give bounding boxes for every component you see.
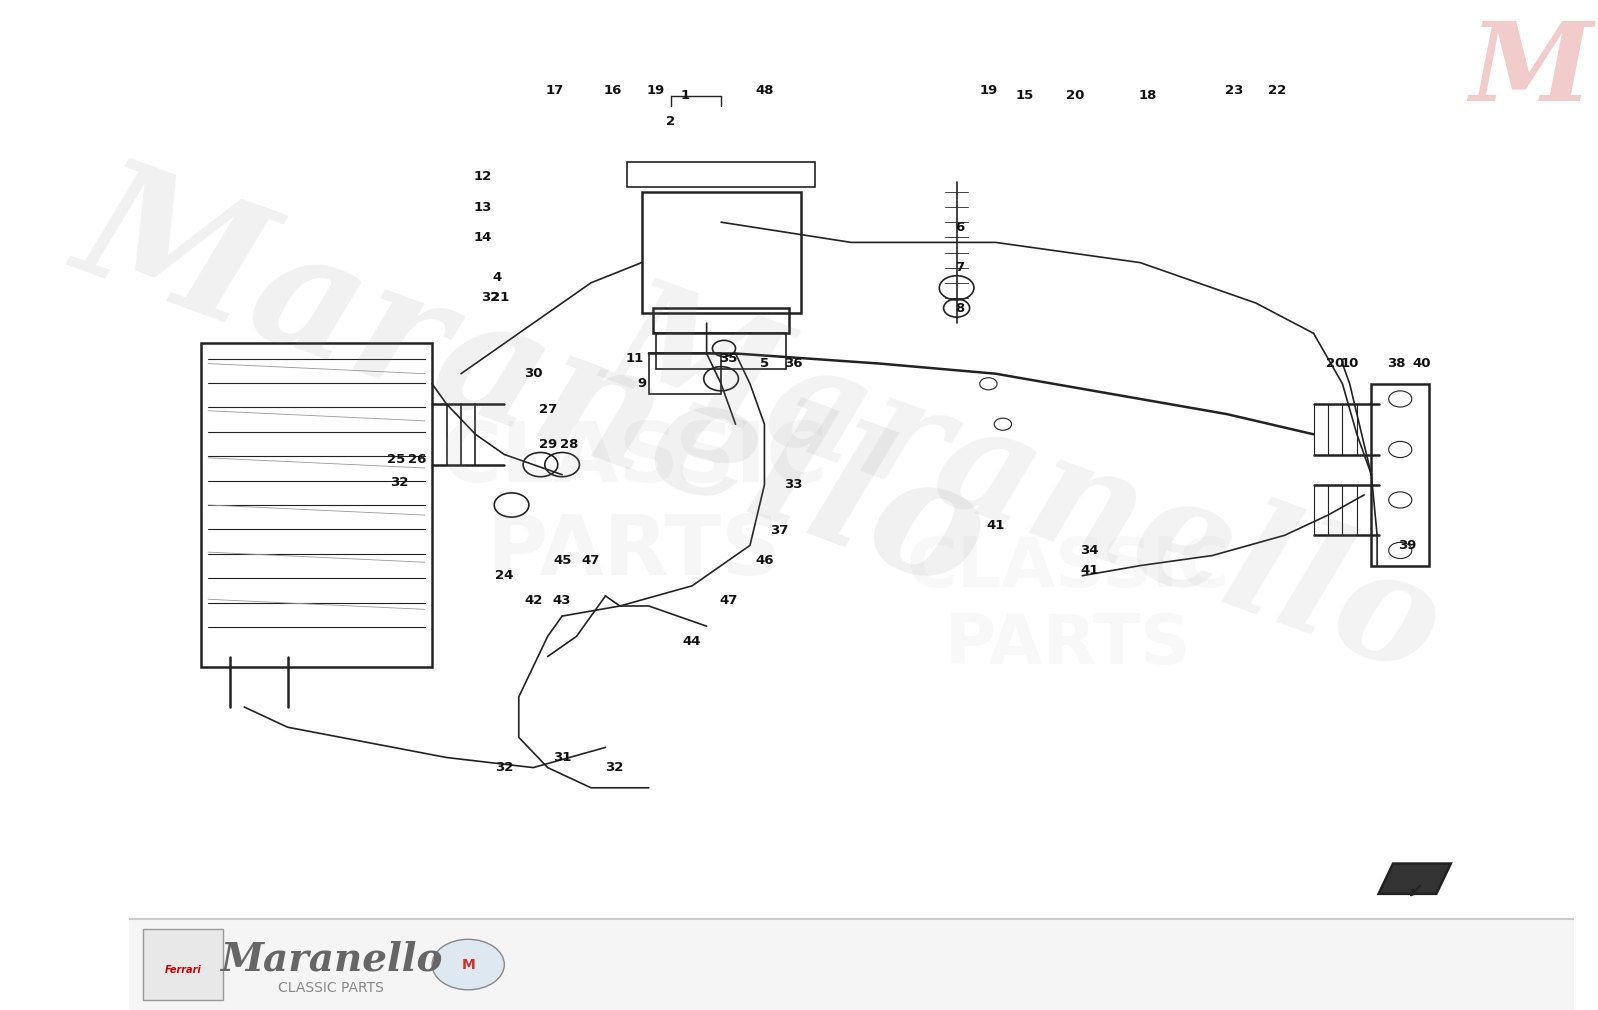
Text: 47: 47 [582,554,601,567]
Text: Ferrari: Ferrari [165,965,201,975]
Text: Maranello: Maranello [58,145,1008,622]
Bar [657,333,786,369]
Text: 34: 34 [1080,544,1099,557]
Text: 36: 36 [785,358,802,370]
Text: 12: 12 [473,171,492,183]
Circle shape [431,939,505,990]
Text: 20: 20 [1066,90,1085,102]
Bar [1371,384,1429,566]
Text: 10: 10 [1341,358,1358,370]
Text: 27: 27 [539,403,556,415]
Text: 21: 21 [491,292,510,304]
Text: M: M [462,957,475,972]
Text: CLASSIC
PARTS: CLASSIC PARTS [906,533,1229,679]
Text: 17: 17 [547,85,564,97]
Text: 6: 6 [956,221,964,233]
Text: 29: 29 [539,438,556,450]
Text: 9: 9 [638,378,646,390]
Bar [128,919,1574,1010]
Polygon shape [1379,864,1451,894]
Text: 37: 37 [770,524,788,536]
Text: 11: 11 [625,352,644,365]
Text: 5: 5 [761,358,769,370]
Text: 14: 14 [473,231,492,243]
Text: 41: 41 [1080,565,1099,577]
Text: 28: 28 [561,438,578,450]
Text: 48: 48 [756,85,773,97]
Text: 19: 19 [980,85,997,97]
Text: 25: 25 [387,453,404,466]
Text: 44: 44 [682,635,702,647]
Bar [654,308,789,333]
Bar [649,354,721,394]
Text: 22: 22 [1269,85,1286,97]
Text: 1: 1 [681,90,689,102]
Text: 18: 18 [1138,90,1157,102]
Text: 46: 46 [756,554,773,567]
Text: 35: 35 [719,352,738,365]
Text: 31: 31 [553,751,572,764]
Text: 45: 45 [553,554,572,567]
Text: 20: 20 [1326,358,1344,370]
Text: 2: 2 [666,115,674,127]
Text: 16: 16 [604,85,622,97]
Text: Maranello: Maranello [588,266,1461,704]
Text: 39: 39 [1398,539,1417,551]
Text: 15: 15 [1015,90,1034,102]
Text: 13: 13 [473,201,492,213]
Text: 19: 19 [647,85,665,97]
Text: 41: 41 [986,519,1005,531]
Text: 32: 32 [390,477,407,489]
Text: M: M [1469,17,1592,124]
Text: Maranello: Maranello [221,940,443,979]
Text: CLASSIC PARTS: CLASSIC PARTS [278,981,384,995]
Text: 32: 32 [481,292,499,304]
Text: CLASSIC
PARTS: CLASSIC PARTS [441,417,828,593]
Text: 23: 23 [1226,85,1243,97]
Text: 38: 38 [1387,358,1405,370]
Text: 7: 7 [956,262,964,274]
Text: 32: 32 [495,762,513,774]
Text: 42: 42 [524,595,542,607]
Text: 33: 33 [785,479,802,491]
Text: 40: 40 [1413,358,1432,370]
Text: 32: 32 [606,762,623,774]
Text: 24: 24 [495,570,513,582]
Bar [626,162,815,187]
Text: 47: 47 [719,595,738,607]
Text: 30: 30 [524,368,542,380]
Bar [642,192,801,313]
Text: 26: 26 [409,453,427,466]
Text: 8: 8 [956,302,964,314]
Bar [144,929,222,1000]
Bar [201,343,431,667]
Text: 4: 4 [492,272,502,284]
Text: 43: 43 [553,595,572,607]
